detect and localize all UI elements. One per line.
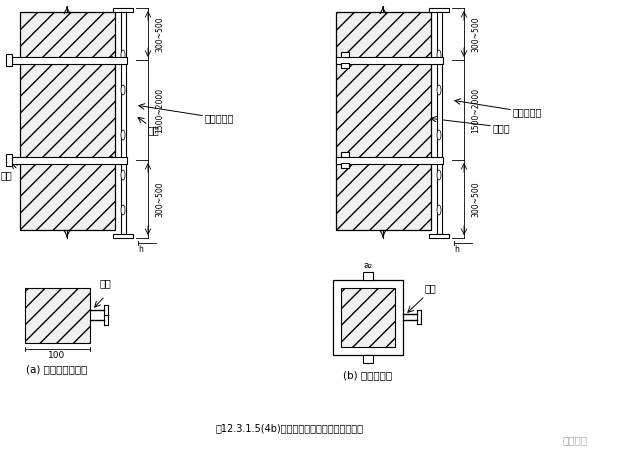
Bar (437, 12, 442, 234)
Text: 300~500: 300~500 (155, 16, 164, 52)
Ellipse shape (437, 85, 441, 95)
Text: a₂: a₂ (364, 262, 372, 271)
Text: 1500~2000: 1500~2000 (155, 88, 164, 133)
Text: 工字钢立柱: 工字钢立柱 (513, 107, 542, 117)
Ellipse shape (437, 205, 441, 215)
Text: 图12.3.1.5(4b)工字钢立杆沿混凝土柱侧壁安装: 图12.3.1.5(4b)工字钢立杆沿混凝土柱侧壁安装 (216, 423, 364, 433)
Bar (336, 12, 431, 230)
Bar (336, 157, 443, 164)
Text: 工字钢立柱: 工字钢立柱 (205, 113, 234, 123)
Ellipse shape (121, 50, 125, 60)
Bar (12, 57, 127, 64)
Text: 预埋件: 预埋件 (493, 123, 511, 133)
Bar (429, 8, 449, 12)
Text: 焊接: 焊接 (425, 283, 436, 293)
Bar (341, 63, 349, 68)
Bar (25, 288, 90, 343)
Bar (12, 157, 127, 164)
Bar (6, 154, 12, 166)
Ellipse shape (121, 85, 125, 95)
Text: (a) 用预埋铁件固定: (a) 用预埋铁件固定 (26, 364, 88, 374)
Ellipse shape (437, 50, 441, 60)
Bar (341, 152, 349, 157)
Bar (429, 234, 449, 238)
Ellipse shape (121, 130, 125, 140)
Text: 螺栓: 螺栓 (1, 170, 13, 180)
Bar (336, 57, 443, 64)
Ellipse shape (121, 170, 125, 180)
Bar (341, 288, 395, 347)
Bar (341, 163, 349, 168)
Text: 300~500: 300~500 (155, 181, 164, 217)
Bar (363, 272, 373, 280)
Text: h: h (454, 246, 459, 255)
Text: (b) 用抱箍固定: (b) 用抱箍固定 (344, 370, 392, 380)
Text: 100: 100 (49, 351, 66, 360)
Text: 抱箍: 抱箍 (148, 125, 160, 135)
Bar (341, 52, 349, 57)
Bar (363, 355, 373, 363)
Bar (20, 12, 115, 230)
Text: 1500~2000: 1500~2000 (471, 88, 480, 133)
Ellipse shape (437, 170, 441, 180)
Bar (6, 54, 12, 66)
Bar (113, 234, 133, 238)
Ellipse shape (121, 205, 125, 215)
Text: 技成培训: 技成培训 (563, 435, 588, 445)
Bar (333, 280, 403, 355)
Text: 300~500: 300~500 (471, 16, 480, 52)
Text: 焊接: 焊接 (100, 278, 112, 288)
Bar (121, 12, 126, 234)
Bar (113, 8, 133, 12)
Text: h: h (138, 246, 143, 255)
Ellipse shape (437, 130, 441, 140)
Text: 300~500: 300~500 (471, 181, 480, 217)
